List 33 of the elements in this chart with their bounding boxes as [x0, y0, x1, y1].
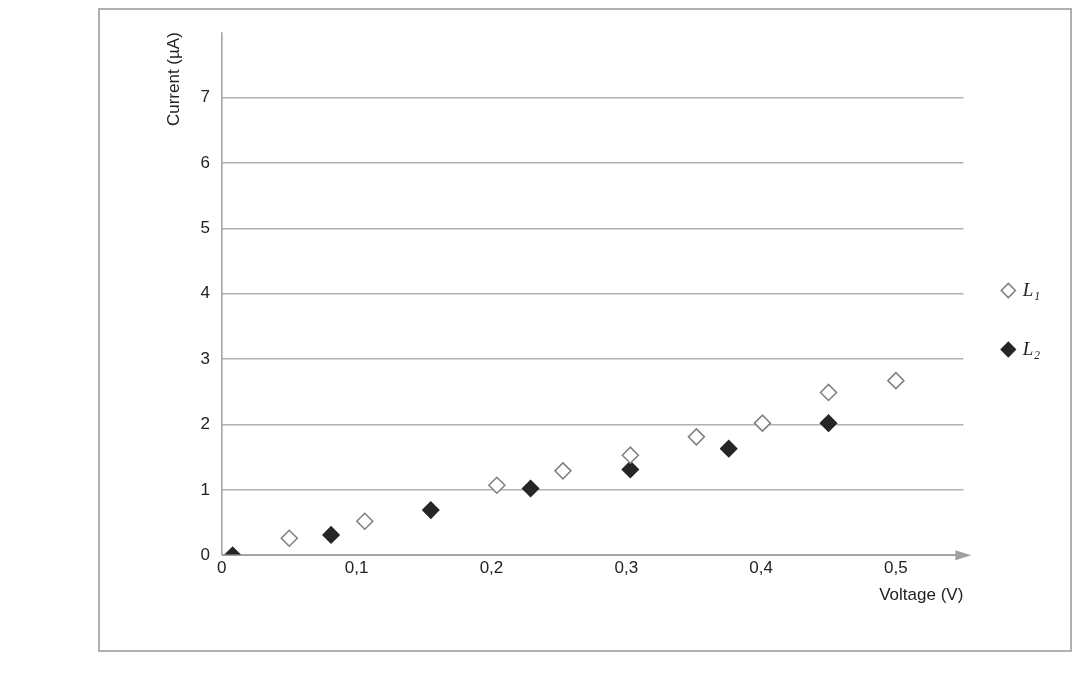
point [819, 414, 838, 432]
x-tick-label: 0,2 [479, 558, 504, 578]
y-tick-label: 6 [200, 152, 210, 172]
point [887, 371, 905, 390]
point [687, 428, 706, 446]
point [356, 512, 374, 530]
legend-label: L₂ [1021, 337, 1041, 359]
point [521, 479, 540, 498]
point [322, 526, 340, 544]
y-tick-label: 2 [200, 414, 210, 434]
y-axis-title: Current (µA) [163, 32, 183, 127]
point [621, 446, 640, 464]
x-axis-title: Voltage (V) [879, 585, 964, 605]
legend-label: L₁ [1021, 278, 1041, 300]
point [280, 529, 299, 547]
y-tick-label: 0 [200, 544, 210, 564]
point [554, 462, 572, 480]
x-tick-label: 0,3 [614, 558, 639, 578]
point [488, 476, 506, 494]
y-tick-label: 4 [200, 283, 210, 303]
y-tick-label: 3 [200, 348, 210, 368]
point [720, 439, 738, 458]
y-tick-label: 1 [200, 479, 210, 499]
x-tick-label: 0,4 [749, 558, 773, 578]
point [819, 383, 838, 402]
point [621, 460, 640, 479]
y-tick-label: 5 [200, 218, 210, 238]
x-tick-label: 0,5 [884, 558, 908, 578]
x-tick-label: 0,1 [344, 558, 369, 578]
point [753, 414, 772, 432]
point [422, 501, 440, 519]
x-tick-label: 0 [217, 558, 227, 578]
y-tick-label: 7 [200, 87, 210, 107]
